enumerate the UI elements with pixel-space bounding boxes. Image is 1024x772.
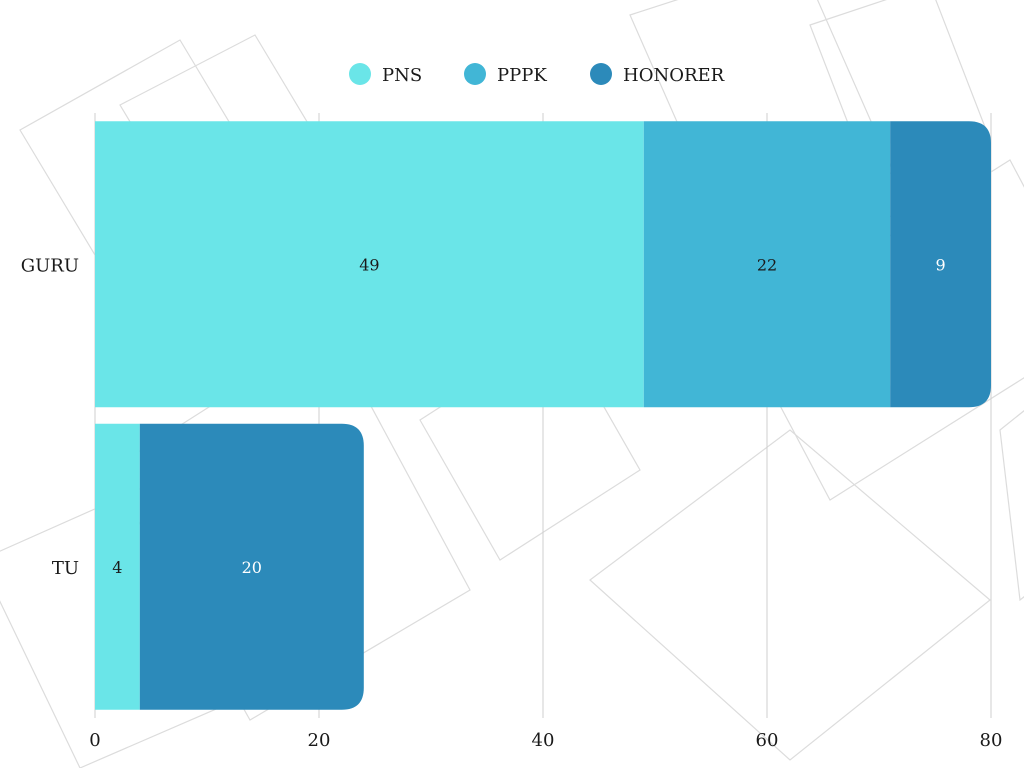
- data-label: 4: [112, 558, 122, 577]
- category-label: GURU: [21, 255, 79, 276]
- legend-item-pns[interactable]: PNS: [349, 63, 422, 86]
- x-tick-label: 40: [532, 730, 555, 751]
- legend-item-honorer[interactable]: HONORER: [590, 63, 725, 86]
- legend-swatch: [464, 63, 486, 85]
- bar-segment-tu-honorer[interactable]: [139, 423, 364, 710]
- legend-label: PPPK: [497, 65, 547, 86]
- background-shape: [999, 410, 1024, 602]
- category-labels-group: GURU TU: [21, 255, 79, 579]
- bar-segment-guru-pns[interactable]: [95, 121, 644, 408]
- legend-swatch: [590, 63, 612, 85]
- bar-segment-guru-honorer[interactable]: [890, 121, 991, 408]
- data-label: 22: [757, 255, 777, 274]
- bars-group: [95, 121, 991, 710]
- x-tick-label: 60: [756, 730, 779, 751]
- data-label: 49: [359, 255, 379, 274]
- x-tick-label: 20: [308, 730, 331, 751]
- legend-swatch: [349, 63, 371, 85]
- legend-label: HONORER: [623, 65, 725, 86]
- data-label: 9: [936, 255, 946, 274]
- background-shape: [589, 429, 991, 761]
- bar-segment-guru-pppk[interactable]: [643, 121, 891, 408]
- x-tick-label: 80: [980, 730, 1003, 751]
- legend-item-pppk[interactable]: PPPK: [464, 63, 547, 86]
- bar-segment-tu-pns[interactable]: [95, 423, 140, 710]
- x-axis-ticks: 0 20 40 60 80: [89, 730, 1002, 751]
- legend[interactable]: PNS PPPK HONORER: [349, 63, 725, 86]
- data-label: 20: [242, 558, 262, 577]
- data-labels-group: 49 22 9 4 20: [112, 255, 945, 577]
- category-label: TU: [52, 558, 79, 579]
- x-tick-label: 0: [89, 730, 100, 751]
- legend-label: PNS: [382, 65, 422, 86]
